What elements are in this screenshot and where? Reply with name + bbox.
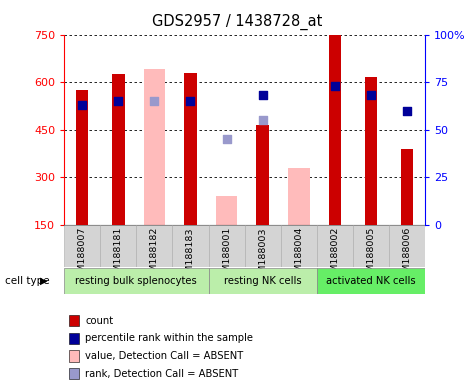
Text: GSM188005: GSM188005 [367, 227, 375, 285]
Bar [136, 225, 172, 267]
Point [331, 83, 339, 89]
Text: count: count [85, 316, 113, 326]
Text: cell type: cell type [5, 276, 49, 286]
Bar [365, 77, 377, 225]
Text: GSM188002: GSM188002 [331, 227, 339, 285]
Bar [317, 225, 353, 267]
Bar [100, 225, 136, 267]
Point [151, 98, 158, 104]
Bar [209, 225, 245, 267]
Bar [184, 73, 197, 225]
Bar [281, 225, 317, 267]
Bar [216, 196, 238, 225]
Text: GSM188001: GSM188001 [222, 227, 231, 285]
Point [187, 98, 194, 104]
Text: activated NK cells: activated NK cells [326, 276, 416, 286]
Point [259, 92, 266, 98]
Bar [64, 225, 100, 267]
Text: GSM188183: GSM188183 [186, 227, 195, 285]
Point [78, 102, 86, 108]
Bar [317, 268, 425, 294]
Text: ▶: ▶ [40, 276, 48, 286]
Bar [401, 149, 413, 225]
Point [403, 108, 411, 114]
Text: GSM188182: GSM188182 [150, 227, 159, 285]
Bar [64, 268, 209, 294]
Point [114, 98, 122, 104]
Bar [329, 35, 341, 225]
Bar [143, 70, 165, 225]
Point [223, 136, 230, 142]
Bar [76, 90, 88, 225]
Text: GSM188004: GSM188004 [294, 227, 303, 285]
Bar [112, 74, 124, 225]
Bar [353, 225, 389, 267]
Text: GSM188003: GSM188003 [258, 227, 267, 285]
Text: GSM188181: GSM188181 [114, 227, 123, 285]
Text: GSM188006: GSM188006 [403, 227, 411, 285]
Text: value, Detection Call = ABSENT: value, Detection Call = ABSENT [85, 351, 243, 361]
Bar [209, 268, 317, 294]
Bar [245, 225, 281, 267]
Bar [288, 168, 310, 225]
Bar [172, 225, 209, 267]
Bar [256, 125, 269, 225]
Bar [389, 225, 425, 267]
Point [367, 92, 375, 98]
Text: percentile rank within the sample: percentile rank within the sample [85, 333, 253, 343]
Text: resting bulk splenocytes: resting bulk splenocytes [76, 276, 197, 286]
Text: GDS2957 / 1438728_at: GDS2957 / 1438728_at [152, 13, 323, 30]
Text: GSM188007: GSM188007 [78, 227, 86, 285]
Text: rank, Detection Call = ABSENT: rank, Detection Call = ABSENT [85, 369, 238, 379]
Point [259, 117, 266, 123]
Text: resting NK cells: resting NK cells [224, 276, 302, 286]
